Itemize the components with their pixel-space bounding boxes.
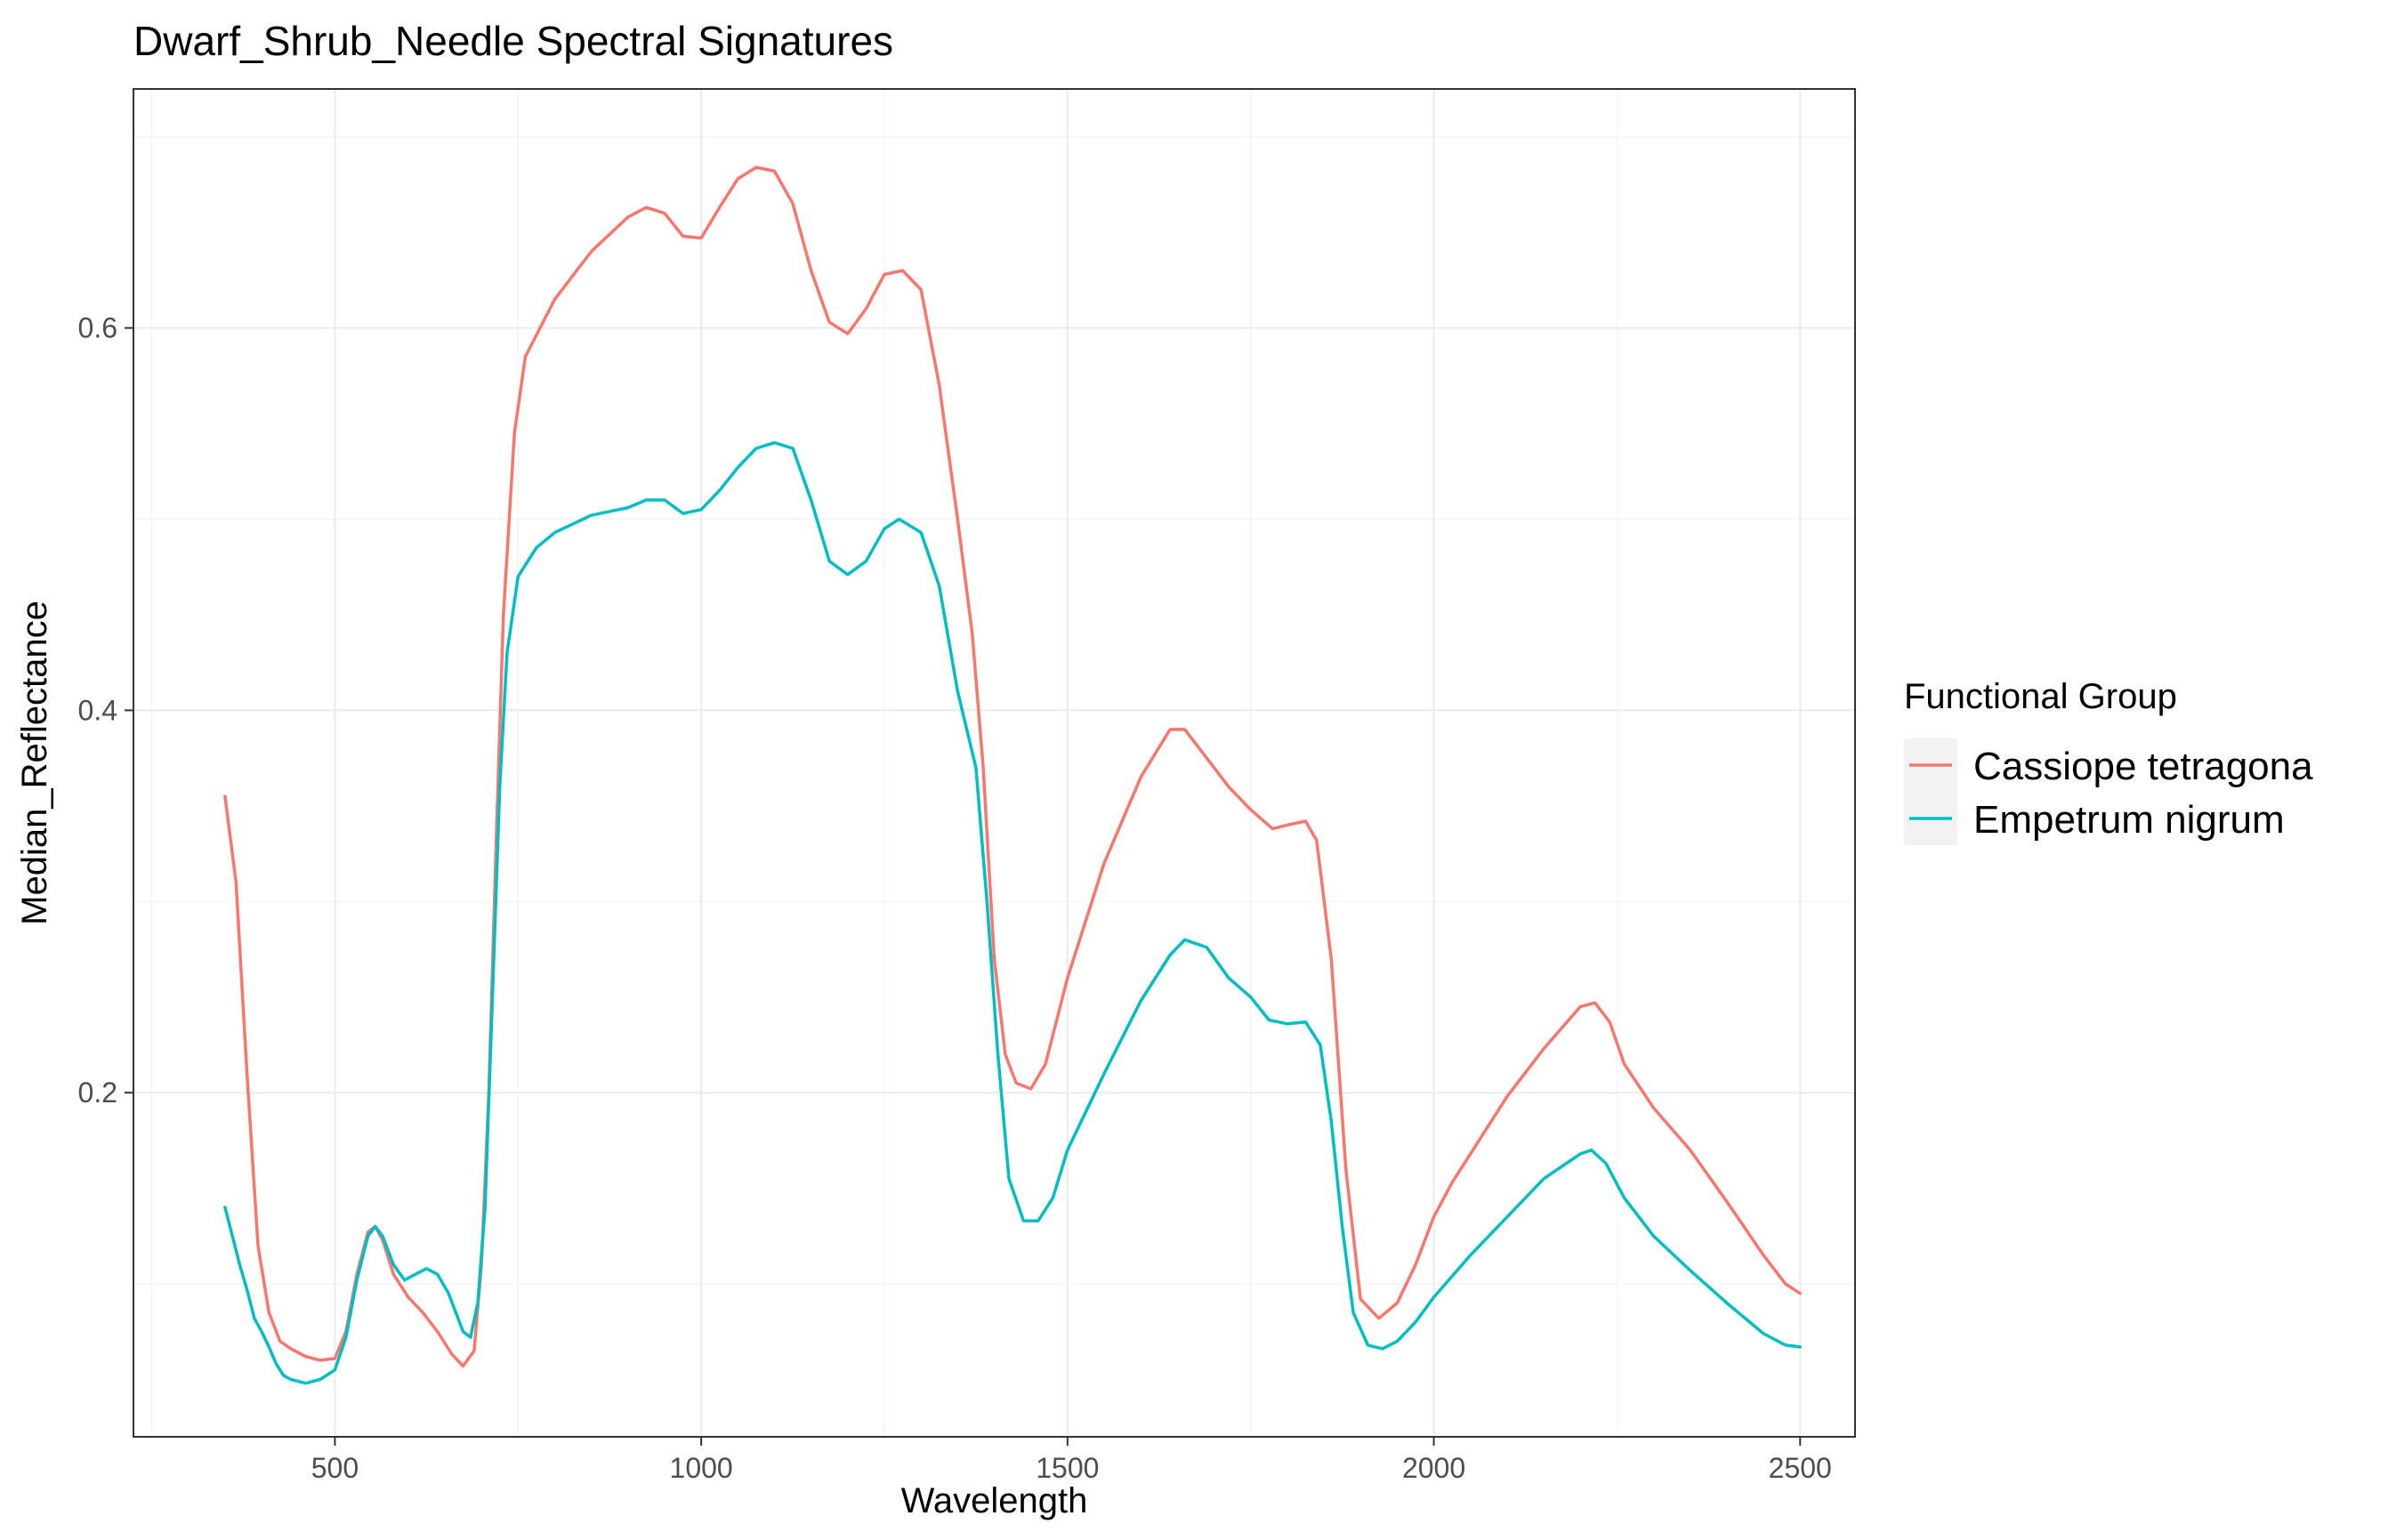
y-tick-label: 0.4 bbox=[78, 694, 117, 726]
x-tick-label: 2500 bbox=[1769, 1452, 1832, 1484]
series-line-1 bbox=[223, 165, 1802, 1368]
series-layer bbox=[223, 165, 1802, 1385]
legend-label: Cassiope tetragona bbox=[1973, 745, 2313, 788]
x-tick-label: 500 bbox=[311, 1452, 359, 1484]
y-axis-title: Median_Reflectance bbox=[15, 601, 54, 925]
legend-items: Cassiope tetragona Empetrum nigrum bbox=[1904, 738, 2313, 845]
legend-title: Functional Group bbox=[1904, 677, 2177, 716]
x-tick-label: 1500 bbox=[1036, 1452, 1099, 1484]
legend-label: Empetrum nigrum bbox=[1973, 798, 2285, 842]
legend: Functional Group Cassiope tetragona Empet… bbox=[1904, 677, 2313, 845]
y-tick-label: 0.2 bbox=[78, 1076, 117, 1109]
grid bbox=[133, 89, 1855, 1437]
panel-border bbox=[133, 88, 1856, 1438]
tick-labels: 500 1000 1500 2000 2500 0.2 0.4 0.6 bbox=[78, 312, 1832, 1484]
series-line-2 bbox=[223, 440, 1802, 1385]
y-tick-label: 0.6 bbox=[78, 312, 117, 344]
x-axis-title: Wavelength bbox=[901, 1481, 1088, 1520]
x-tick-label: 2000 bbox=[1402, 1452, 1465, 1484]
axis-ticks bbox=[125, 327, 1802, 1446]
x-tick-label: 1000 bbox=[670, 1452, 733, 1484]
chart-title: Dwarf_Shrub_Needle Spectral Signatures bbox=[133, 18, 893, 64]
